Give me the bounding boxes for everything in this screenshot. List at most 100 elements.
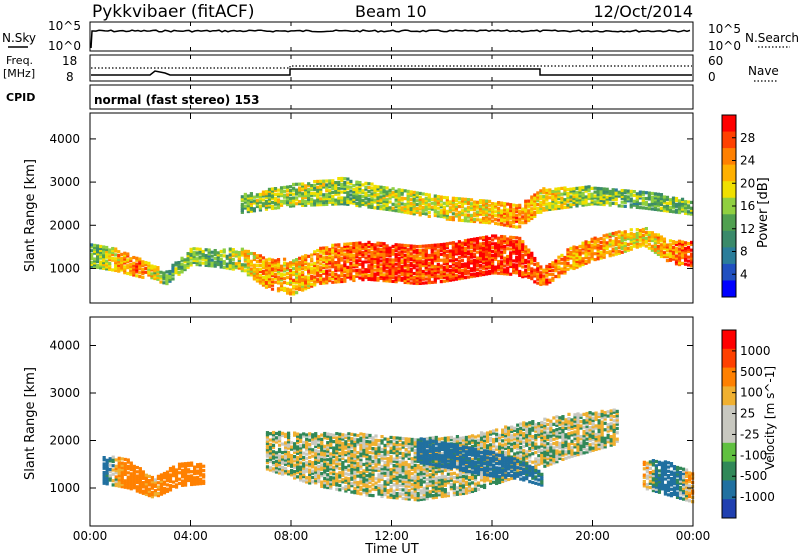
power-cell (457, 265, 462, 269)
power-cell (352, 259, 356, 263)
power-cell (213, 248, 217, 253)
velocity-cell (377, 451, 381, 456)
velocity-cell (302, 466, 306, 470)
velocity-cell (368, 444, 372, 448)
power-cell (680, 197, 685, 201)
velocity-cell (413, 478, 417, 482)
velocity-cell (383, 456, 387, 460)
velocity-cell (395, 487, 399, 491)
power-cell (686, 263, 691, 267)
power-cell (430, 267, 434, 271)
velocity-cell (404, 477, 408, 482)
velocity-cell (289, 460, 294, 464)
power-cell (421, 244, 425, 248)
power-cell (388, 258, 392, 262)
power-cell (689, 242, 694, 246)
power-cell (325, 277, 329, 281)
power-cell (451, 256, 455, 260)
power-cell (102, 258, 106, 263)
power-cell (343, 267, 347, 272)
velocity-cell (359, 447, 363, 451)
power-cell (677, 247, 682, 251)
velocity-cell (335, 459, 339, 464)
velocity-cell (410, 482, 414, 486)
power-cell (665, 243, 670, 247)
velocity-cell (380, 490, 384, 494)
power-cell (445, 263, 449, 267)
power-cell (445, 253, 449, 258)
velocity-cell (365, 454, 369, 459)
power-cell (484, 256, 489, 261)
power-cell (400, 196, 404, 200)
power-cell (683, 254, 688, 259)
velocity-cell (353, 482, 357, 486)
power-cell (665, 207, 670, 211)
power-cell (590, 239, 594, 243)
power-cell (279, 190, 284, 194)
velocity-cell (389, 495, 393, 499)
power-cell (186, 253, 190, 258)
power-cell (352, 263, 356, 267)
velocity-cell (320, 446, 324, 450)
power-cell (316, 254, 320, 258)
velocity-cell (353, 450, 357, 454)
power-cell (424, 250, 428, 254)
power-cell (671, 210, 676, 214)
velocity-cell (392, 468, 396, 472)
power-cell (572, 193, 576, 197)
power-cell (530, 275, 534, 279)
power-cell (288, 198, 293, 202)
power-cell (650, 203, 654, 207)
velocity-cell (404, 484, 408, 488)
power-cell (319, 179, 323, 183)
power-cell (376, 241, 380, 245)
power-cell (557, 191, 561, 195)
power-cell (554, 201, 558, 205)
power-cell (487, 258, 492, 262)
power-cell (246, 265, 250, 269)
power-cell (93, 243, 97, 248)
velocity-cell (353, 454, 357, 458)
power-cell (497, 212, 501, 216)
power-cell (424, 265, 428, 269)
power-cell (478, 248, 483, 252)
power-cell (487, 260, 492, 264)
power-cell (376, 204, 380, 208)
power-cell (536, 206, 540, 211)
power-cell (677, 208, 682, 213)
power-cell (243, 255, 247, 259)
power-cell (668, 205, 673, 210)
power-cell (273, 265, 278, 269)
velocity-cell (404, 469, 408, 473)
power-cell (602, 202, 606, 207)
power-cell (521, 273, 525, 277)
power-cell (325, 248, 329, 252)
power-cell (288, 196, 293, 200)
velocity-cell (344, 467, 348, 472)
power-cell (376, 196, 380, 201)
velocity-cell (431, 476, 435, 481)
power-cell (445, 267, 449, 271)
power-cell (412, 204, 416, 208)
power-cell (349, 255, 353, 259)
power-cell (436, 262, 440, 266)
velocity-cell (455, 460, 460, 464)
power-cell (590, 253, 594, 257)
power-cell (273, 200, 278, 204)
power-cell (503, 258, 507, 262)
velocity-cell (440, 462, 444, 466)
power-cell (252, 257, 257, 262)
power-cell (632, 236, 636, 241)
power-cell (572, 191, 576, 195)
power-cell (102, 257, 106, 261)
power-cell (638, 190, 642, 194)
power-cell (466, 265, 471, 269)
velocity-cell (353, 444, 357, 448)
velocity-cell (395, 470, 399, 474)
power-cell (641, 235, 645, 239)
power-cell (566, 257, 570, 262)
power-cell (551, 191, 555, 196)
power-cell (99, 262, 103, 266)
velocity-cell (344, 440, 348, 444)
